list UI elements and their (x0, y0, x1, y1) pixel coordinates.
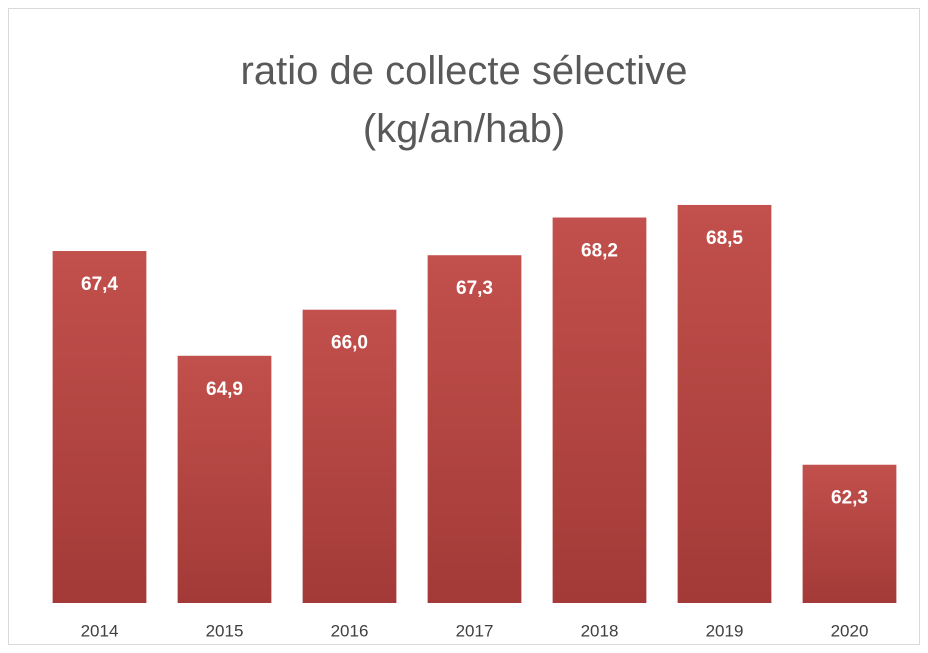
data-label: 66,0 (331, 333, 368, 354)
x-tick-label: 2020 (831, 621, 869, 640)
bar (302, 309, 397, 603)
x-tick-label: 2018 (581, 621, 619, 640)
bar (802, 464, 897, 603)
x-tick-label: 2016 (331, 621, 369, 640)
x-tick-label: 2017 (456, 621, 494, 640)
chart-title: ratio de collecte sélective (kg/an/hab) (240, 49, 688, 151)
bar (427, 255, 522, 604)
data-label: 67,4 (81, 274, 118, 295)
bar (177, 355, 272, 603)
bar (677, 204, 772, 603)
x-tick-label: 2019 (706, 621, 744, 640)
bar (552, 217, 647, 603)
data-label: 68,5 (706, 228, 743, 249)
x-tick-label: 2014 (81, 621, 119, 640)
data-label: 62,3 (831, 488, 868, 509)
bar (52, 251, 147, 604)
x-tick-label: 2015 (206, 621, 244, 640)
data-label: 64,9 (206, 379, 243, 400)
data-label: 67,3 (456, 278, 493, 299)
data-label: 68,2 (581, 241, 618, 262)
